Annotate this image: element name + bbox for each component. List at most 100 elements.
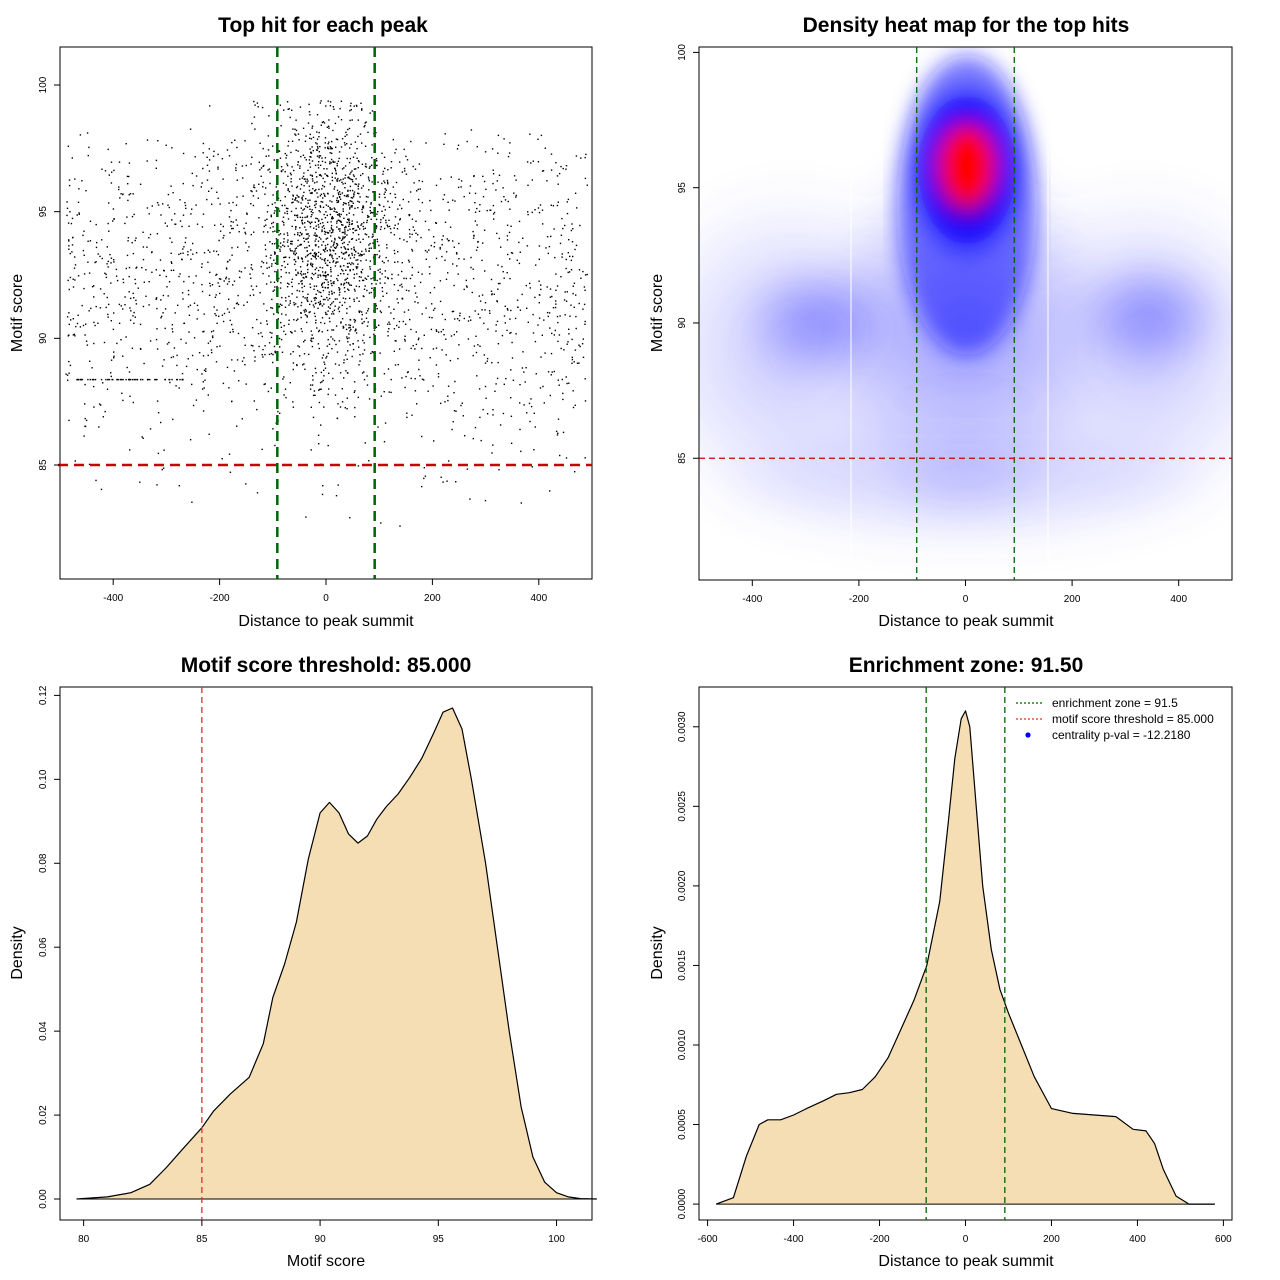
data-point xyxy=(394,261,396,263)
data-point xyxy=(251,122,253,125)
data-point xyxy=(336,189,339,192)
data-point xyxy=(413,182,415,184)
data-point xyxy=(330,148,332,150)
data-point xyxy=(145,269,147,271)
data-point xyxy=(318,291,320,293)
data-point xyxy=(331,329,333,331)
data-point xyxy=(213,306,215,308)
data-point xyxy=(212,155,215,157)
data-point xyxy=(294,199,296,201)
data-point xyxy=(343,265,345,267)
data-point xyxy=(584,378,586,380)
data-point xyxy=(328,317,331,319)
data-point xyxy=(483,354,485,356)
data-point xyxy=(311,278,313,280)
data-point xyxy=(264,244,266,246)
data-point xyxy=(558,384,560,386)
data-point xyxy=(378,244,380,247)
data-point xyxy=(365,259,367,261)
data-point xyxy=(363,334,365,336)
data-point xyxy=(311,265,314,268)
data-point xyxy=(120,305,122,307)
data-point xyxy=(257,106,259,108)
data-point xyxy=(503,277,505,279)
data-point xyxy=(569,255,571,258)
data-point xyxy=(343,237,346,239)
data-point xyxy=(345,251,348,253)
data-point xyxy=(321,244,323,246)
data-point xyxy=(82,249,85,252)
data-point xyxy=(549,288,552,290)
data-point xyxy=(287,145,289,147)
data-point xyxy=(375,326,378,328)
data-point xyxy=(421,313,423,315)
data-point xyxy=(546,180,548,182)
data-point xyxy=(344,298,347,300)
data-point xyxy=(122,193,124,196)
data-point xyxy=(105,276,108,279)
data-point xyxy=(314,315,316,318)
data-point xyxy=(343,253,345,255)
data-point xyxy=(182,298,184,300)
data-point xyxy=(314,299,316,301)
data-point xyxy=(253,231,255,233)
data-point xyxy=(112,328,115,331)
data-point xyxy=(258,217,260,219)
data-point xyxy=(313,306,315,308)
data-point xyxy=(255,190,258,192)
data-point xyxy=(236,359,239,361)
data-point xyxy=(223,234,225,237)
data-point xyxy=(332,161,334,163)
data-point xyxy=(317,196,319,198)
data-point xyxy=(388,306,390,308)
data-point xyxy=(331,201,333,203)
data-point xyxy=(126,254,129,257)
data-point xyxy=(131,347,134,349)
data-point xyxy=(368,180,371,182)
data-point xyxy=(412,226,414,228)
data-point xyxy=(283,221,285,224)
data-point xyxy=(87,261,89,263)
data-point xyxy=(287,175,289,177)
data-point xyxy=(234,139,236,141)
data-point xyxy=(318,161,320,163)
data-point xyxy=(328,297,331,300)
data-point xyxy=(345,269,347,271)
data-point xyxy=(252,195,255,197)
data-point xyxy=(356,105,358,107)
data-point xyxy=(325,247,327,249)
data-point xyxy=(339,372,342,374)
data-point xyxy=(397,289,399,292)
data-point xyxy=(357,192,359,194)
data-point xyxy=(320,253,322,255)
data-point xyxy=(278,337,281,340)
data-point xyxy=(348,262,351,264)
data-point xyxy=(342,183,344,185)
legend-marker xyxy=(1025,732,1031,738)
data-point xyxy=(245,242,247,244)
data-point xyxy=(250,203,252,205)
data-point xyxy=(101,257,103,260)
data-point xyxy=(319,274,321,276)
data-point xyxy=(240,271,243,273)
data-point xyxy=(297,345,299,347)
data-point xyxy=(351,206,353,208)
data-point xyxy=(534,209,536,211)
data-point xyxy=(355,229,358,231)
data-point xyxy=(318,219,320,221)
data-point xyxy=(335,211,337,213)
data-point xyxy=(390,391,392,394)
data-point xyxy=(107,313,109,316)
data-point xyxy=(151,271,153,273)
data-point xyxy=(294,133,296,135)
data-point xyxy=(184,204,187,207)
data-point xyxy=(290,151,292,154)
data-point xyxy=(548,245,551,248)
data-point xyxy=(329,163,331,165)
data-point xyxy=(171,378,173,381)
data-point xyxy=(330,221,332,223)
data-point xyxy=(225,276,228,278)
data-point xyxy=(484,302,487,304)
data-point xyxy=(324,142,326,144)
data-point xyxy=(399,218,401,220)
